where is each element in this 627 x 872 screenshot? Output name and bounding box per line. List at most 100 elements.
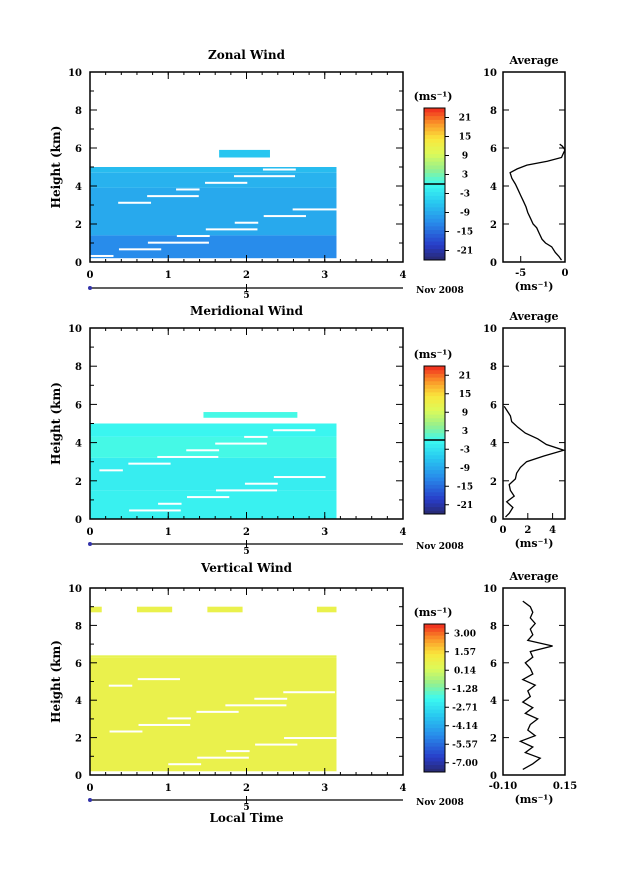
- colorbar-tick-label: -3: [460, 445, 470, 455]
- average-frame: [502, 71, 566, 263]
- colorbar-segment: [424, 384, 445, 389]
- average-title: Average: [508, 54, 558, 67]
- colorbar-segment: [424, 130, 445, 136]
- x-tick-label: 3: [321, 270, 328, 281]
- x-tick-label: 1: [165, 527, 172, 538]
- data-gap: [176, 235, 210, 238]
- colorbar-segment: [424, 168, 445, 174]
- colorbar-segment: [424, 157, 445, 162]
- colorbar-segment: [424, 233, 445, 238]
- colorbar-tick-label: -21: [457, 501, 473, 511]
- date-label: Nov 2008: [416, 286, 464, 296]
- colorbar-segment: [424, 723, 445, 729]
- average-title: Average: [508, 570, 558, 583]
- panel-3: [88, 587, 566, 804]
- colorbar-segment: [424, 686, 445, 692]
- y-tick-label: 8: [75, 621, 82, 632]
- colorbar-segment: [424, 421, 445, 426]
- colorbar-segment: [424, 153, 445, 158]
- colorbar-frame: [423, 623, 446, 773]
- colorbar-tick-label: 21: [459, 371, 472, 381]
- average-y-tick-label: 0: [490, 515, 497, 526]
- colorbar-tick-label: 21: [459, 114, 472, 124]
- field-cell: [90, 235, 337, 259]
- colorbar-segment: [424, 380, 445, 385]
- average-profile-line: [509, 143, 566, 261]
- colorbar-segment: [424, 477, 445, 482]
- colorbar-segment: [424, 510, 445, 515]
- colorbar-segment: [424, 454, 445, 459]
- colorbar-segment: [424, 742, 445, 747]
- field-cell: [90, 606, 102, 613]
- data-gap: [158, 502, 182, 505]
- colorbar-segment: [424, 161, 445, 166]
- colorbar-segment: [424, 222, 445, 227]
- colorbar-unit: (ms⁻¹): [414, 90, 453, 103]
- colorbar-segment: [424, 403, 445, 408]
- average-y-tick-label: 10: [483, 68, 497, 79]
- average-x-label: (ms⁻¹): [515, 793, 554, 806]
- y-axis-label: Height (km): [49, 382, 63, 465]
- colorbar-segment: [424, 502, 445, 508]
- colorbar-tick-label: -7.00: [452, 759, 478, 769]
- y-tick-label: 10: [68, 324, 82, 335]
- colorbar-segment: [424, 683, 445, 688]
- colorbar-segment: [424, 705, 445, 710]
- colorbar-segment: [424, 241, 445, 246]
- colorbar-segment: [424, 473, 445, 478]
- colorbar-segment: [424, 165, 445, 170]
- average-y-tick-label: 8: [490, 362, 497, 373]
- y-tick-label: 10: [68, 68, 82, 79]
- colorbar-segment: [424, 146, 445, 151]
- average-y-tick-label: 10: [483, 584, 497, 595]
- average-y-tick-label: 2: [490, 220, 497, 231]
- colorbar-segment: [424, 369, 445, 374]
- colorbar-segment: [424, 638, 445, 643]
- average-x-tick-label: -5: [515, 268, 526, 279]
- y-tick-label: 10: [68, 584, 82, 595]
- colorbar-tick-label: 3: [462, 171, 468, 181]
- panel-title: Vertical Wind: [200, 561, 293, 575]
- colorbar-segment: [424, 172, 445, 177]
- colorbar-segment: [424, 184, 445, 189]
- average-y-tick-label: 2: [490, 477, 497, 488]
- y-tick-label: 6: [75, 400, 82, 411]
- panel-title: Meridional Wind: [190, 304, 304, 318]
- colorbar-segment: [424, 410, 445, 415]
- y-tick-label: 6: [75, 144, 82, 155]
- colorbar-segment: [424, 716, 445, 721]
- data-gap: [205, 181, 248, 184]
- colorbar-segment: [424, 237, 445, 242]
- colorbar-segment: [424, 746, 445, 751]
- data-gap: [283, 691, 335, 694]
- colorbar-segment: [424, 436, 445, 441]
- y-tick-label: 6: [75, 659, 82, 670]
- colorbar-tick-label: 3.00: [454, 629, 476, 639]
- colorbar-segment: [424, 735, 445, 740]
- x-tick-label: 4: [400, 270, 407, 281]
- field-cell: [90, 490, 337, 519]
- data-gap: [118, 201, 152, 204]
- colorbar-segment: [424, 757, 445, 762]
- colorbar-segment: [424, 115, 445, 120]
- data-gap: [196, 710, 239, 713]
- colorbar-segment: [424, 642, 445, 647]
- average-y-tick-label: 6: [490, 659, 497, 670]
- average-y-tick-label: 0: [490, 771, 497, 782]
- data-gap: [225, 704, 287, 707]
- average-x-tick-label: 0.15: [553, 781, 577, 792]
- colorbar-segment: [424, 653, 445, 658]
- colorbar-segment: [424, 491, 445, 496]
- colorbar-segment: [424, 111, 445, 117]
- colorbar-segment: [424, 119, 445, 124]
- colorbar-tick-label: -1.28: [452, 685, 478, 695]
- colorbar-segment: [424, 495, 445, 500]
- date-axis-marker: [88, 542, 92, 546]
- average-y-tick-label: 4: [490, 439, 497, 450]
- colorbar-tick-label: -9: [460, 464, 470, 474]
- colorbar-segment: [424, 432, 445, 437]
- data-gap: [147, 195, 199, 198]
- y-tick-label: 2: [75, 220, 82, 231]
- date-axis-tick-label: 5: [243, 547, 249, 557]
- data-gap: [167, 717, 191, 720]
